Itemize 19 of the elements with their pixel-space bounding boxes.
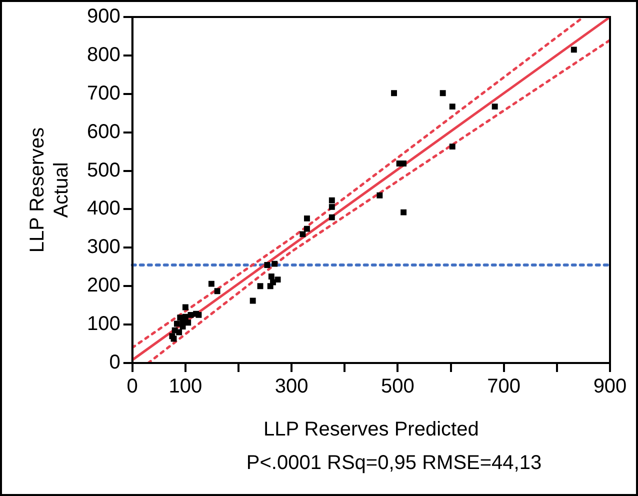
y-tick-label: 900: [86, 6, 120, 28]
y-tick-label: 500: [86, 159, 120, 182]
y-tick-label: 400: [86, 198, 120, 220]
x-axis-title: LLP Reserves Predicted: [264, 418, 479, 441]
x-tick-label: 700: [487, 376, 521, 398]
x-tick-label: 300: [274, 376, 308, 398]
y-tick-label: 800: [86, 44, 120, 66]
x-tick-label: 900: [593, 376, 627, 398]
y-tick-label: 0: [109, 352, 120, 374]
y-tick-label: 600: [86, 120, 120, 143]
x-tick-label: 100: [168, 376, 202, 398]
y-axis-title: LLP Reserves Actual: [26, 127, 73, 253]
y-tick-label: 200: [86, 274, 120, 297]
text: P<.0001 RSq=0,95 RMSE=44,13: [245, 452, 543, 475]
y-tick-label: 300: [86, 236, 120, 258]
x-tick-label: 500: [381, 376, 414, 398]
y-tick-label: 700: [86, 82, 120, 104]
x-tick-label: 0: [126, 376, 138, 398]
y-tick-label: 100: [86, 313, 120, 336]
